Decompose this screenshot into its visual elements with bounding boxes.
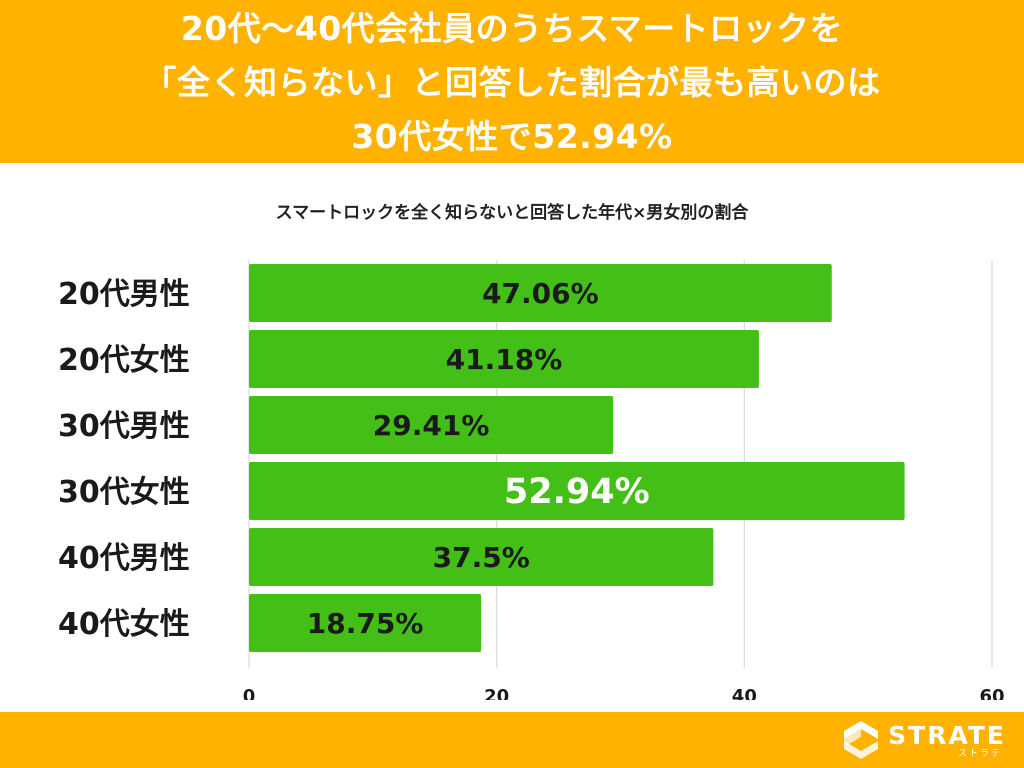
category-label: 20代女性 [58,343,190,378]
data-label: 29.41% [373,409,490,442]
logo-wordmark: STRATE [888,720,1006,750]
bar [249,594,482,652]
headline-line-1: 20代〜40代会社員のうちスマートロックを [180,8,844,48]
header-banner: 20代〜40代会社員のうちスマートロックを 「全く知らない」と回答した割合が最も… [0,0,1024,163]
logo-kana: ストラテ [957,748,1002,759]
data-label: 52.94% [504,472,650,512]
category-label: 20代男性 [58,277,190,312]
category-label: 30代女性 [58,475,190,510]
bar [249,264,832,322]
footer-bar: STRATE ストラテ [0,712,1024,768]
x-tick-label: 20 [484,686,509,700]
headline-line-2: 「全く知らない」と回答した割合が最も高いのは [143,62,881,102]
chart-title: スマートロックを全く知らないと回答した年代×男女別の割合 [275,203,749,223]
bar [249,330,759,388]
bar [249,462,905,520]
headline-line-3: 30代女性で52.94% [351,116,673,156]
data-label: 37.5% [433,541,530,574]
category-label: 40代女性 [58,607,190,642]
x-tick-label: 60 [979,686,1004,700]
strate-logo-icon [844,721,879,759]
category-label: 40代男性 [58,541,190,576]
strate-logo: STRATE ストラテ [842,720,1006,760]
x-tick-label: 0 [243,686,256,700]
bar [249,528,714,586]
bar-chart: 20代男性 47.06% 20代女性 41.18% 30代男性 29.41% 30代女性 52… [58,260,1005,700]
x-tick-label: 40 [732,686,757,700]
data-label: 47.06% [482,277,599,310]
bar [249,396,614,454]
data-label: 41.18% [446,343,563,376]
data-label: 18.75% [307,607,424,640]
category-label: 30代男性 [58,409,190,444]
